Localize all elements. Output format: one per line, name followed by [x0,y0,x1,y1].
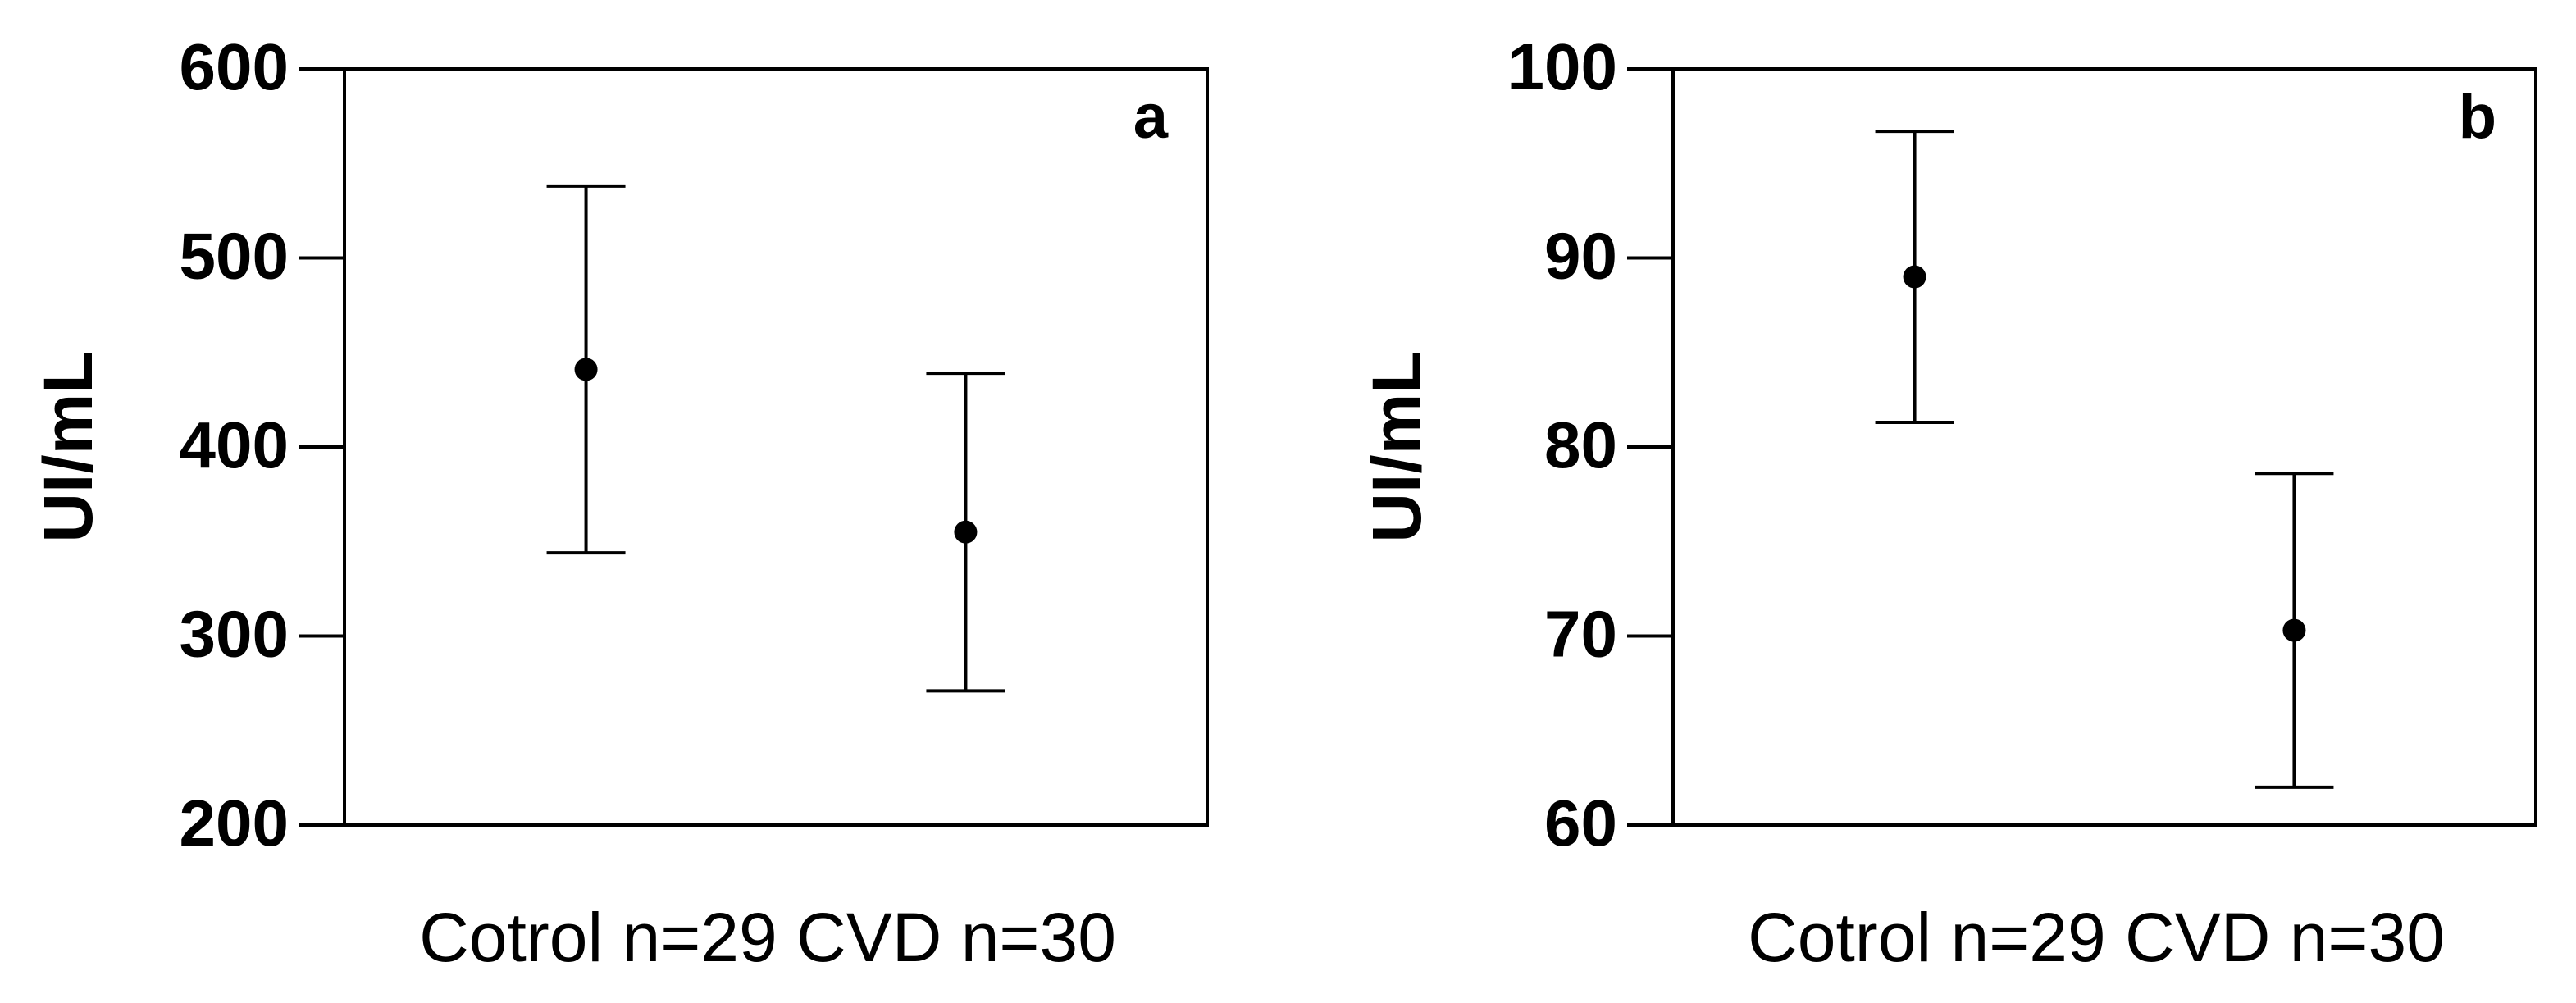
mean-dot [574,358,598,381]
y-tick-label: 600 [180,30,289,103]
panel-label: a [1133,82,1169,152]
y-tick-label: 400 [180,408,289,481]
panel-label: b [2459,82,2496,152]
y-tick-label: 70 [1544,598,1617,671]
y-tick-label: 500 [180,220,289,293]
y-tick-label: 90 [1544,220,1617,293]
plot-frame [343,67,1209,827]
plot-frame [1671,67,2537,827]
y-axis-label: UI/mL [1358,351,1435,542]
x-axis-label: Cotrol n=29 CVD n=30 [1748,899,2445,976]
mean-dot [2282,618,2306,642]
y-tick-label: 100 [1508,30,1617,103]
mean-dot [954,520,978,544]
mean-dot [1903,265,1926,289]
y-tick-label: 80 [1544,408,1617,481]
y-tick-label: 200 [180,786,289,859]
y-tick-label: 60 [1544,786,1617,859]
y-tick-label: 300 [180,598,289,671]
x-axis-label: Cotrol n=29 CVD n=30 [419,899,1116,976]
y-axis-label: UI/mL [30,351,107,542]
